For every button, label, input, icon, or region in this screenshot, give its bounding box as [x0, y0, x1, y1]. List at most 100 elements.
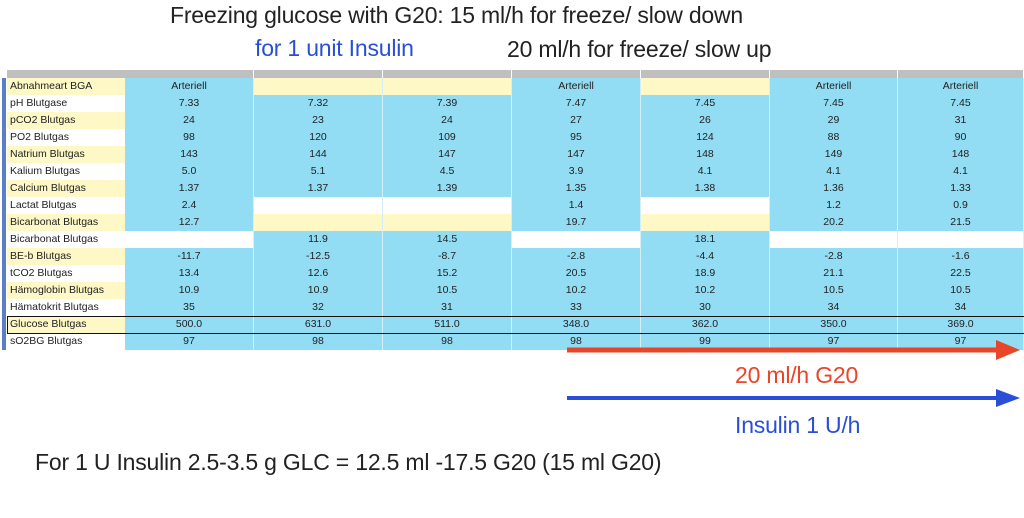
- table-cell: 144: [254, 146, 383, 163]
- table-cell: 148: [641, 146, 770, 163]
- table-cell: 33: [512, 299, 641, 316]
- table-cell: 34: [898, 299, 1024, 316]
- table-cell: 88: [770, 129, 898, 146]
- table-cell: 90: [898, 129, 1024, 146]
- table-cell: 10.5: [770, 282, 898, 299]
- column-header[interactable]: [898, 70, 1024, 78]
- table-cell: [125, 231, 254, 248]
- table-cell: 1.37: [125, 180, 254, 197]
- table-cell: [770, 231, 898, 248]
- table-cell: 32: [254, 299, 383, 316]
- table-cell: 12.6: [254, 265, 383, 282]
- table-cell: 7.45: [641, 95, 770, 112]
- table-cell: 5.1: [254, 163, 383, 180]
- table-cell: 98: [383, 333, 512, 350]
- row-label: Hämoglobin Blutgas: [7, 282, 125, 299]
- table-cell: 24: [125, 112, 254, 129]
- table-cell: 124: [641, 129, 770, 146]
- row-label: pH Blutgase: [7, 95, 125, 112]
- column-header[interactable]: [383, 70, 512, 78]
- row-label: Abnahmeart BGA: [7, 78, 125, 95]
- table-cell: 1.35: [512, 180, 641, 197]
- table-cell: 31: [898, 112, 1024, 129]
- table-cell: 99: [641, 333, 770, 350]
- table-cell: 10.2: [641, 282, 770, 299]
- table-cell: 97: [125, 333, 254, 350]
- table-cell: 149: [770, 146, 898, 163]
- table-cell: [898, 231, 1024, 248]
- table-cell: 10.5: [383, 282, 512, 299]
- row-label: BE-b Blutgas: [7, 248, 125, 265]
- table-cell: [254, 214, 383, 231]
- glucose-row-border: [7, 316, 8, 333]
- title-insulin-note: for 1 unit Insulin: [255, 35, 414, 61]
- table-cell: 10.2: [512, 282, 641, 299]
- column-header[interactable]: [770, 70, 898, 78]
- table-cell: Arteriell: [125, 78, 254, 95]
- table-cell: 120: [254, 129, 383, 146]
- row-label: Kalium Blutgas: [7, 163, 125, 180]
- table-cell: 35: [125, 299, 254, 316]
- table-cell: 27: [512, 112, 641, 129]
- table-cell: 34: [770, 299, 898, 316]
- table-cell: 23: [254, 112, 383, 129]
- row-label: tCO2 Blutgas: [7, 265, 125, 282]
- table-cell: 21.5: [898, 214, 1024, 231]
- table-cell: 348.0: [512, 316, 641, 333]
- table-cell: [254, 197, 383, 214]
- table-cell: [383, 214, 512, 231]
- row-label: PO2 Blutgas: [7, 129, 125, 146]
- table-cell: 5.0: [125, 163, 254, 180]
- table-cell: -11.7: [125, 248, 254, 265]
- table-cell: 1.37: [254, 180, 383, 197]
- row-label: Lactat Blutgas: [7, 197, 125, 214]
- table-cell: 4.5: [383, 163, 512, 180]
- table-cell: 20.2: [770, 214, 898, 231]
- table-cell: [641, 214, 770, 231]
- table-cell: -1.6: [898, 248, 1024, 265]
- column-header[interactable]: [125, 70, 254, 78]
- title-line-2: 20 ml/h for freeze/ slow up: [507, 36, 772, 62]
- table-cell: 4.1: [898, 163, 1024, 180]
- table-cell: 500.0: [125, 316, 254, 333]
- column-header[interactable]: [641, 70, 770, 78]
- row-label: Bicarbonat Blutgas: [7, 231, 125, 248]
- table-cell: 12.7: [125, 214, 254, 231]
- table-cell: 1.38: [641, 180, 770, 197]
- table-cell: 147: [383, 146, 512, 163]
- column-header[interactable]: [512, 70, 641, 78]
- table-cell: [254, 78, 383, 95]
- table-cell: 3.9: [512, 163, 641, 180]
- table-cell: 1.4: [512, 197, 641, 214]
- blue-arrow-icon: [567, 389, 1020, 407]
- table-cell: -4.4: [641, 248, 770, 265]
- table-cell: -2.8: [512, 248, 641, 265]
- table-cell: 10.9: [254, 282, 383, 299]
- table-cell: 1.36: [770, 180, 898, 197]
- table-cell: [383, 197, 512, 214]
- column-header[interactable]: [254, 70, 383, 78]
- table-cell: 19.7: [512, 214, 641, 231]
- title-line-1: Freezing glucose with G20: 15 ml/h for f…: [170, 2, 744, 28]
- table-cell: 7.33: [125, 95, 254, 112]
- table-cell: [641, 78, 770, 95]
- table-cell: -2.8: [770, 248, 898, 265]
- table-cell: 2.4: [125, 197, 254, 214]
- row-label: sO2BG Blutgas: [7, 333, 125, 350]
- table-cell: 14.5: [383, 231, 512, 248]
- table-cell: Arteriell: [898, 78, 1024, 95]
- table-cell: -8.7: [383, 248, 512, 265]
- row-label: pCO2 Blutgas: [7, 112, 125, 129]
- table-cell: 18.9: [641, 265, 770, 282]
- table-cell: 1.2: [770, 197, 898, 214]
- table-cell: 511.0: [383, 316, 512, 333]
- table-cell: 7.39: [383, 95, 512, 112]
- blue-arrow-label: Insulin 1 U/h: [735, 412, 861, 438]
- table-cell: 13.4: [125, 265, 254, 282]
- table-cell: 7.45: [770, 95, 898, 112]
- table-cell: 1.33: [898, 180, 1024, 197]
- table-cell: 98: [254, 333, 383, 350]
- table-cell: 369.0: [898, 316, 1024, 333]
- row-label: Bicarbonat Blutgas: [7, 214, 125, 231]
- table-cell: [512, 231, 641, 248]
